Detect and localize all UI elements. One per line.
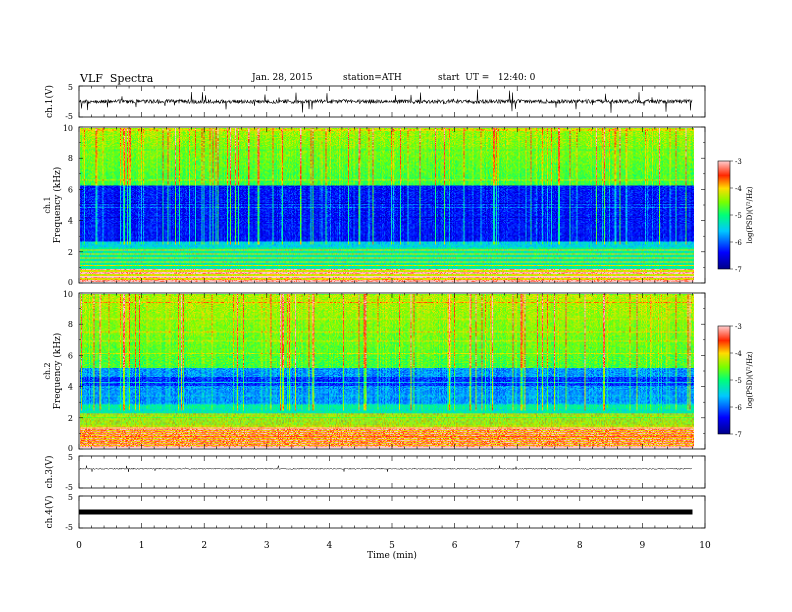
y-tick-label: 5 xyxy=(68,83,73,92)
colorbar-tick-label: -5 xyxy=(735,377,742,385)
y-tick-label: 0 xyxy=(68,278,73,287)
y-axis-label: Frequency (kHz) xyxy=(52,167,63,244)
ch3-waveform-line xyxy=(79,465,693,472)
figure-title: VLF Spectra xyxy=(80,72,154,85)
x-tick-label: 3 xyxy=(264,541,270,551)
ch2-spectrogram-image xyxy=(80,294,704,448)
y-tick-label: 10 xyxy=(63,124,73,133)
panel-frame-2 xyxy=(78,126,706,284)
station-label: station=ATH xyxy=(343,73,402,83)
y-tick-label: -5 xyxy=(65,483,73,492)
y-axis-label: Frequency (kHz) xyxy=(52,333,63,410)
y-tick-label: 8 xyxy=(68,154,73,163)
ch1-waveform-line xyxy=(79,89,693,113)
x-tick-label: 9 xyxy=(640,541,646,551)
x-tick-label: 10 xyxy=(699,541,711,551)
y-tick-label: -5 xyxy=(65,523,73,532)
ch4-waveform-line xyxy=(79,509,693,515)
colorbar-tick-label: -4 xyxy=(735,185,742,193)
ch1-spectrogram-image xyxy=(80,128,704,282)
ch2-colorbar-image xyxy=(718,326,730,434)
y-tick-label: 6 xyxy=(68,351,73,360)
y-tick-label: 2 xyxy=(68,414,73,423)
y-tick-label: 8 xyxy=(68,320,73,329)
y-axis-channel-label: ch.1 xyxy=(43,196,52,213)
ch1-colorbar-image xyxy=(718,161,730,269)
date-label: Jan. 28, 2015 xyxy=(252,73,313,83)
y-axis-label: ch.4(V) xyxy=(44,496,55,529)
colorbar-tick-label: -7 xyxy=(735,266,742,274)
x-tick-label: 0 xyxy=(76,541,82,551)
y-tick-label: 6 xyxy=(68,185,73,194)
colorbar-tick-label: -3 xyxy=(735,158,742,166)
y-tick-label: 5 xyxy=(68,493,73,502)
y-tick-label: 4 xyxy=(68,217,73,226)
colorbar-label: log(PSD)(V²/Hz) xyxy=(746,351,754,408)
colorbar-frame-1 xyxy=(717,160,731,270)
x-tick-label: 2 xyxy=(201,541,207,551)
start-time-label: start UT = 12:40: 0 xyxy=(438,73,536,83)
x-axis-label: Time (min) xyxy=(367,550,417,561)
colorbar-tick-label: -5 xyxy=(735,212,742,220)
x-tick-label: 6 xyxy=(452,541,458,551)
x-tick-label: 7 xyxy=(514,541,520,551)
colorbar-tick-label: -3 xyxy=(735,323,742,331)
colorbar-tick-label: -4 xyxy=(735,350,742,358)
colorbar-frame-2 xyxy=(717,325,731,435)
y-tick-label: -5 xyxy=(65,112,73,121)
panel-frame-3 xyxy=(78,292,706,450)
colorbar-tick-label: -6 xyxy=(735,404,742,412)
y-axis-label: ch.3(V) xyxy=(44,456,55,489)
y-axis-channel-label: ch.2 xyxy=(43,362,52,379)
y-tick-label: 2 xyxy=(68,248,73,257)
y-tick-label: 10 xyxy=(63,290,73,299)
x-tick-label: 8 xyxy=(577,541,583,551)
y-tick-label: 4 xyxy=(68,383,73,392)
y-tick-label: 5 xyxy=(68,453,73,462)
x-tick-label: 1 xyxy=(139,541,145,551)
colorbar-tick-label: -7 xyxy=(735,431,742,439)
y-axis-label: ch.1(V) xyxy=(44,85,55,118)
x-tick-label: 4 xyxy=(327,541,333,551)
colorbar-label: log(PSD)(V²/Hz) xyxy=(746,186,754,243)
y-tick-label: 0 xyxy=(68,444,73,453)
x-tick-label: 5 xyxy=(389,541,395,551)
colorbar-tick-label: -6 xyxy=(735,239,742,247)
